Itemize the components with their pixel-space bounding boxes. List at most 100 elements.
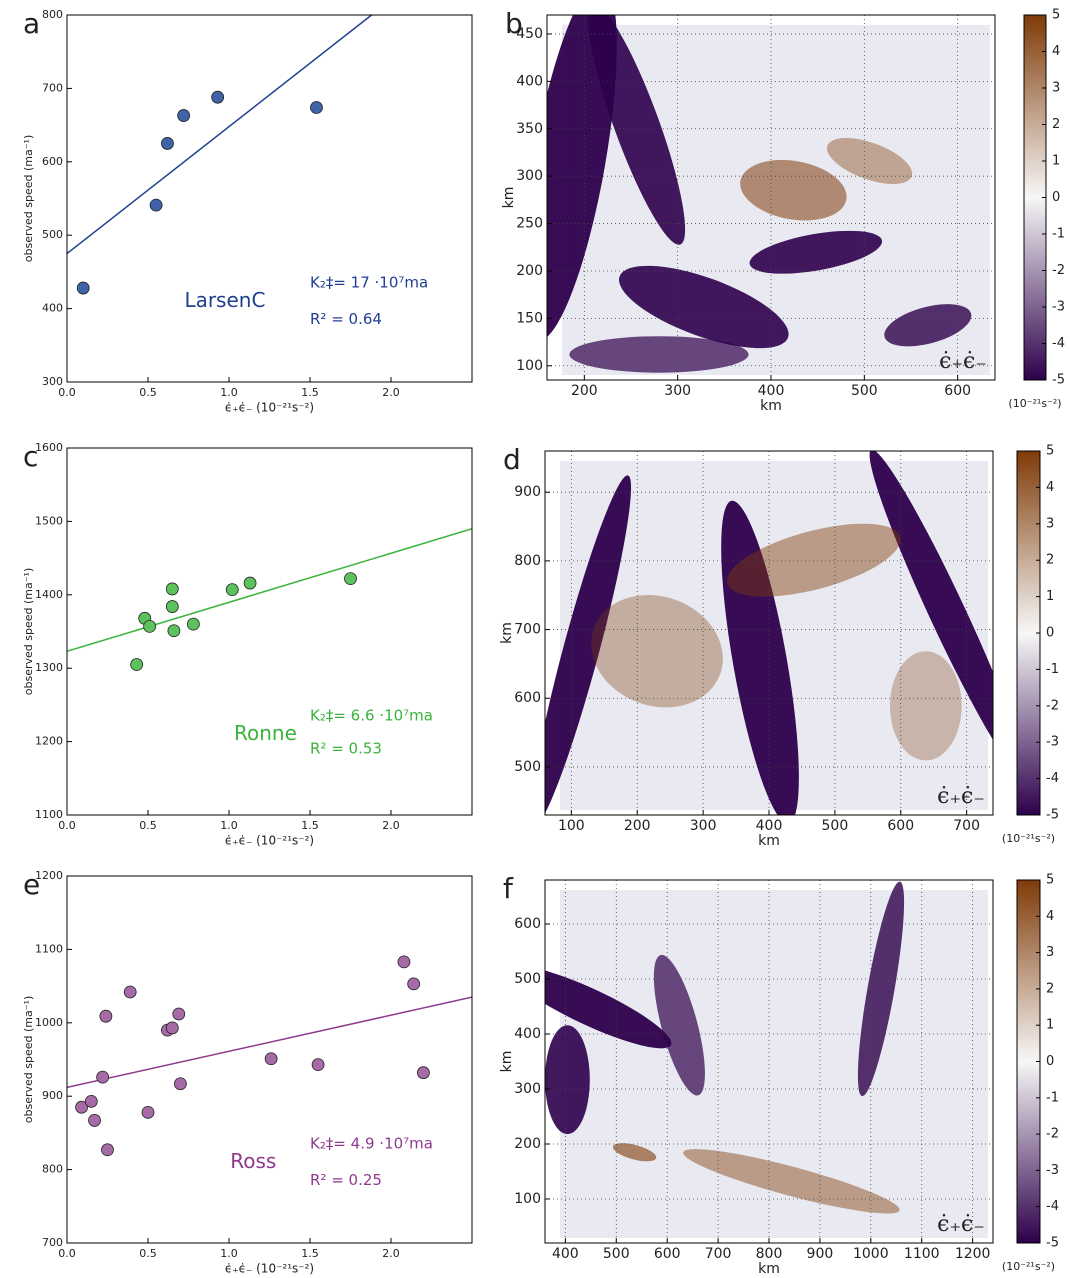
x-tick-label: 400 (552, 1246, 579, 1262)
map-feature (547, 15, 617, 341)
y-tick-label: 300 (516, 168, 543, 184)
fit-line (67, 996, 472, 1089)
data-point (75, 1100, 88, 1114)
y-tick-label: 800 (42, 8, 63, 21)
map-feature (889, 651, 962, 761)
x-tick-label: 0.0 (58, 1247, 76, 1260)
axes-frame (66, 447, 473, 816)
map-image (545, 451, 993, 815)
colorbar-tick-label: -2 (1046, 1127, 1059, 1142)
map-feature (545, 965, 672, 1049)
corner-label: ϵ̇₊ϵ̇₋ (939, 349, 987, 374)
colorbar-tick-label: -3 (1046, 1163, 1059, 1178)
y-tick-label: 300 (514, 1081, 541, 1097)
x-tick-label: 1100 (904, 1246, 940, 1262)
y-axis-label: km (499, 622, 515, 644)
y-tick-label: 900 (42, 1089, 63, 1102)
y-tick-label: 450 (516, 26, 543, 42)
x-tick-label: 0.5 (139, 819, 157, 832)
y-tick-label: 200 (514, 1136, 541, 1152)
y-tick-label: 700 (42, 81, 63, 94)
x-tick-label: 1000 (853, 1246, 889, 1262)
x-tick-label: 600 (654, 1246, 681, 1262)
data-point (165, 600, 179, 613)
y-tick-label: 1000 (35, 1016, 63, 1029)
y-tick-label: 400 (516, 73, 543, 89)
x-tick-label: 400 (756, 818, 783, 834)
x-axis-label: ϵ̇₊ϵ̇₋ (10⁻²¹s⁻²) (225, 834, 314, 848)
y-tick-label: 100 (516, 358, 543, 374)
x-tick-label: 1.5 (301, 819, 319, 832)
x-tick-label: 200 (624, 818, 651, 834)
map-image (547, 15, 990, 375)
x-axis-label: km (760, 398, 782, 414)
map-feature (588, 15, 686, 245)
y-tick-label: 1400 (35, 588, 63, 601)
k-label: K₂‡= 4.9 ·10⁷ma (310, 1134, 433, 1152)
x-axis-label: km (758, 833, 780, 849)
y-tick-label: 800 (42, 1163, 63, 1176)
data-point (165, 1021, 179, 1035)
data-point (225, 583, 239, 597)
x-tick-label: 500 (851, 383, 878, 399)
y-tick-label: 600 (514, 916, 541, 932)
x-tick-label: 0.5 (139, 386, 157, 399)
y-axis-label: km (499, 1051, 515, 1073)
x-tick-label: 0.0 (58, 819, 76, 832)
colorbar-tick-label: -4 (1046, 1199, 1059, 1214)
data-point (101, 1143, 114, 1157)
colorbar-tick-label: 4 (1046, 909, 1054, 924)
data-point (165, 582, 179, 596)
colorbar-tick-label: -1 (1052, 227, 1065, 242)
axes-frame (66, 14, 473, 383)
colorbar-tick-label: -1 (1046, 1090, 1059, 1105)
y-tick-label: 500 (42, 228, 63, 241)
x-axis-label: km (758, 1261, 780, 1277)
x-tick-label: 700 (705, 1246, 732, 1262)
colorbar-tick-label: 4 (1052, 44, 1060, 59)
x-tick-label: 100 (558, 818, 585, 834)
colorbar-label: (10⁻²¹s⁻²) (1008, 397, 1061, 410)
map-feature (884, 304, 972, 347)
axes-frame (66, 875, 473, 1244)
map-feature (612, 1143, 657, 1162)
data-point (186, 617, 200, 631)
data-point (177, 109, 191, 122)
y-axis-label: observed speed (ma⁻¹) (22, 135, 35, 262)
colorbar-tick-label: 1 (1046, 1018, 1054, 1033)
y-tick-label: 600 (514, 690, 541, 706)
region-name: Ronne (234, 721, 297, 745)
y-tick-label: 1500 (35, 514, 63, 527)
colorbar-tick-label: -2 (1052, 263, 1065, 278)
panel-letter: a (23, 7, 40, 40)
y-axis-label: km (501, 187, 517, 209)
colorbar-tick-label: 0 (1046, 626, 1054, 641)
data-point (416, 1066, 430, 1080)
x-axis-label: ϵ̇₊ϵ̇₋ (10⁻²¹s⁻²) (225, 401, 314, 415)
colorbar-tick-label: 3 (1046, 945, 1054, 960)
map-feature (869, 451, 993, 780)
colorbar-tick-label: 3 (1052, 81, 1060, 96)
panel-letter: c (23, 440, 38, 473)
colorbar-label: (10⁻²¹s⁻²) (1002, 832, 1055, 845)
map-image (545, 881, 988, 1238)
x-tick-label: 2.0 (382, 819, 400, 832)
data-point (88, 1114, 101, 1127)
colorbar-tick-label: 2 (1046, 981, 1054, 996)
data-point (99, 1009, 113, 1023)
data-point (167, 624, 181, 638)
y-tick-label: 150 (516, 310, 543, 326)
colorbar-tick-label: -5 (1046, 1236, 1059, 1251)
x-tick-label: 600 (944, 383, 971, 399)
data-point (84, 1094, 98, 1108)
data-point (243, 576, 257, 590)
panel-letter: e (23, 868, 40, 901)
x-axis-label: ϵ̇₊ϵ̇₋ (10⁻²¹s⁻²) (225, 1262, 314, 1276)
x-tick-label: 2.0 (382, 1247, 400, 1260)
y-tick-label: 1100 (35, 808, 63, 821)
x-tick-label: 900 (807, 1246, 834, 1262)
y-tick-label: 500 (514, 971, 541, 987)
data-point (407, 977, 421, 991)
r2-label: R² = 0.64 (310, 310, 382, 328)
corner-label: ϵ̇₊ϵ̇₋ (937, 784, 985, 809)
